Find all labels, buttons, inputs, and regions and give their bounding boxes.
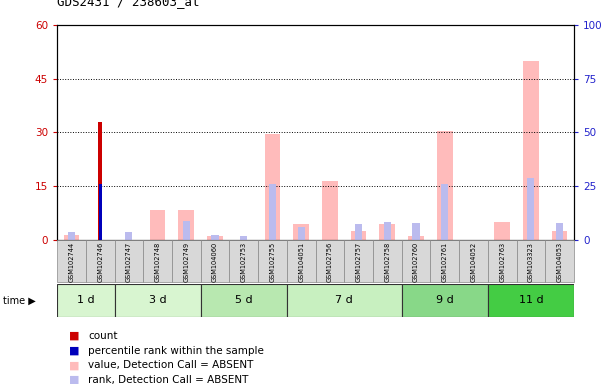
Bar (545, 240, 574, 282)
Bar (269, 184, 276, 240)
Bar (57, 284, 115, 317)
Bar (172, 240, 201, 282)
Text: 5 d: 5 d (235, 295, 252, 306)
Bar (115, 240, 143, 282)
Bar (207, 237, 223, 240)
Bar (430, 240, 459, 282)
Bar (143, 240, 172, 282)
Bar (401, 240, 430, 282)
Bar (287, 240, 316, 282)
Text: ■: ■ (69, 346, 79, 356)
Bar (57, 240, 86, 282)
Bar (150, 210, 165, 240)
Text: 9 d: 9 d (436, 295, 454, 306)
Bar (64, 235, 79, 240)
Bar (441, 184, 448, 240)
Bar (316, 240, 344, 282)
Text: GSM102761: GSM102761 (442, 242, 448, 282)
Bar (459, 240, 488, 282)
Bar (383, 222, 391, 240)
Text: 11 d: 11 d (519, 295, 543, 306)
Text: GSM102753: GSM102753 (241, 242, 247, 282)
Text: percentile rank within the sample: percentile rank within the sample (88, 346, 264, 356)
Text: count: count (88, 331, 118, 341)
Bar (201, 284, 287, 317)
Bar (178, 210, 194, 240)
Bar (527, 178, 534, 240)
Bar (264, 134, 280, 240)
Bar (125, 232, 132, 240)
Text: GSM102744: GSM102744 (69, 242, 75, 282)
Bar (99, 122, 102, 240)
Text: 7 d: 7 d (335, 295, 353, 306)
Text: GSM102749: GSM102749 (183, 242, 189, 282)
Text: GSM102755: GSM102755 (269, 242, 275, 282)
Bar (201, 240, 230, 282)
Text: GSM102746: GSM102746 (97, 242, 103, 282)
Text: ■: ■ (69, 375, 79, 384)
Bar (99, 184, 102, 240)
Bar (516, 240, 545, 282)
Text: GSM104051: GSM104051 (298, 242, 304, 282)
Bar (183, 221, 190, 240)
Bar (287, 284, 401, 317)
Bar (488, 240, 516, 282)
Text: value, Detection Call = ABSENT: value, Detection Call = ABSENT (88, 360, 254, 370)
Text: GSM104052: GSM104052 (471, 242, 477, 282)
Text: time ▶: time ▶ (3, 295, 35, 306)
Bar (412, 223, 419, 240)
Bar (351, 231, 367, 240)
Text: 3 d: 3 d (149, 295, 166, 306)
Bar (230, 240, 258, 282)
Bar (488, 284, 574, 317)
Text: GSM104053: GSM104053 (557, 242, 563, 282)
Text: GSM102758: GSM102758 (384, 242, 390, 282)
Bar (115, 284, 201, 317)
Text: GSM103323: GSM103323 (528, 242, 534, 282)
Bar (494, 222, 510, 240)
Bar (212, 235, 219, 240)
Text: ■: ■ (69, 360, 79, 370)
Text: 1 d: 1 d (77, 295, 94, 306)
Text: rank, Detection Call = ABSENT: rank, Detection Call = ABSENT (88, 375, 249, 384)
Bar (322, 181, 338, 240)
Text: GSM102763: GSM102763 (499, 242, 505, 282)
Text: GSM102760: GSM102760 (413, 242, 419, 282)
Text: GSM102756: GSM102756 (327, 242, 333, 282)
Bar (401, 284, 488, 317)
Bar (258, 240, 287, 282)
Bar (86, 240, 115, 282)
Text: GSM104060: GSM104060 (212, 242, 218, 282)
Text: GSM102747: GSM102747 (126, 242, 132, 282)
Bar (523, 61, 538, 240)
Bar (437, 131, 453, 240)
Bar (552, 231, 567, 240)
Bar (408, 237, 424, 240)
Text: GSM102757: GSM102757 (356, 242, 362, 282)
Bar (556, 223, 563, 240)
Text: ■: ■ (69, 331, 79, 341)
Bar (68, 232, 75, 240)
Bar (373, 240, 401, 282)
Text: GSM102748: GSM102748 (154, 242, 160, 282)
Bar (379, 224, 395, 240)
Text: GDS2431 / 238603_at: GDS2431 / 238603_at (57, 0, 200, 8)
Bar (344, 240, 373, 282)
Bar (355, 224, 362, 240)
Bar (293, 224, 309, 240)
Bar (297, 227, 305, 240)
Bar (240, 236, 248, 240)
